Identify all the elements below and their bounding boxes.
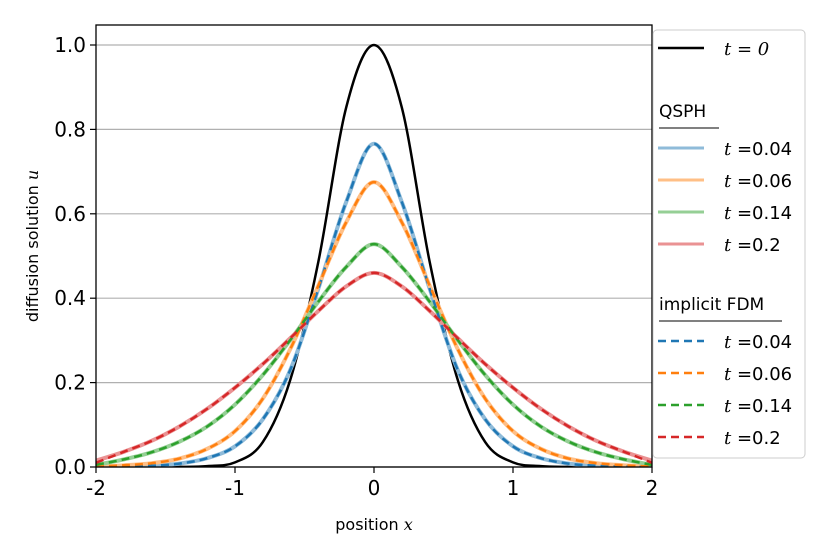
series-line-fdm-2 xyxy=(96,242,652,467)
x-axis-label-var: x xyxy=(404,515,413,534)
y-tick-label: 1.0 xyxy=(54,33,86,57)
legend-label: t =0.14 xyxy=(724,203,792,224)
legend-label: t =0.06 xyxy=(724,171,792,192)
series-line-qsph-3 xyxy=(96,270,652,463)
series-line-fdm-1 xyxy=(96,180,652,467)
x-tick-label: 0 xyxy=(368,476,381,500)
x-tick-label: -1 xyxy=(225,476,245,500)
y-axis-label-text: diffusion solution xyxy=(23,185,42,322)
series-lines xyxy=(96,43,652,467)
y-tick-label: 0.4 xyxy=(54,286,86,310)
legend-label: t =0.14 xyxy=(724,396,792,417)
series-line-fdm-0 xyxy=(96,142,652,467)
legend-label: t =0.2 xyxy=(724,428,781,449)
legend-label: t =0.06 xyxy=(724,364,792,385)
y-tick-label: 0.8 xyxy=(54,117,86,141)
series-line-qsph-2 xyxy=(96,242,652,467)
legend-label-initial: t = 0 xyxy=(724,39,769,60)
series-line-initial xyxy=(96,43,652,467)
x-tick-label: -2 xyxy=(86,476,106,500)
x-tick-label: 1 xyxy=(507,476,520,500)
legend-section-title: implicit FDM xyxy=(659,295,764,315)
series-line-qsph-0 xyxy=(96,141,652,467)
y-axis-label: diffusion solution u xyxy=(23,170,42,322)
series-line-qsph-1 xyxy=(96,180,652,467)
y-tick-label: 0.6 xyxy=(54,202,86,226)
x-tick-label: 2 xyxy=(646,476,659,500)
y-axis-label-var: u xyxy=(23,170,42,180)
gridlines xyxy=(96,44,652,468)
legend: t = 0 QSPH t =0.04 t =0.06 t =0.14 t =0.2 imp… xyxy=(652,29,806,459)
legend-label: t =0.04 xyxy=(724,139,792,160)
legend-label: t =0.04 xyxy=(724,332,792,353)
legend-section-title: QSPH xyxy=(659,102,706,122)
x-axis-label: position x xyxy=(335,515,413,534)
x-axis-label-text: position xyxy=(335,515,398,534)
y-tick-label: 0.0 xyxy=(54,455,86,479)
series-line-fdm-3 xyxy=(96,271,652,464)
axis-ticks: 0.0 0.2 0.4 0.6 0.8 1.0 -2 -1 0 1 2 xyxy=(54,33,658,500)
legend-label: t =0.2 xyxy=(724,235,781,256)
y-tick-label: 0.2 xyxy=(54,371,86,395)
legend-frame xyxy=(652,29,806,459)
